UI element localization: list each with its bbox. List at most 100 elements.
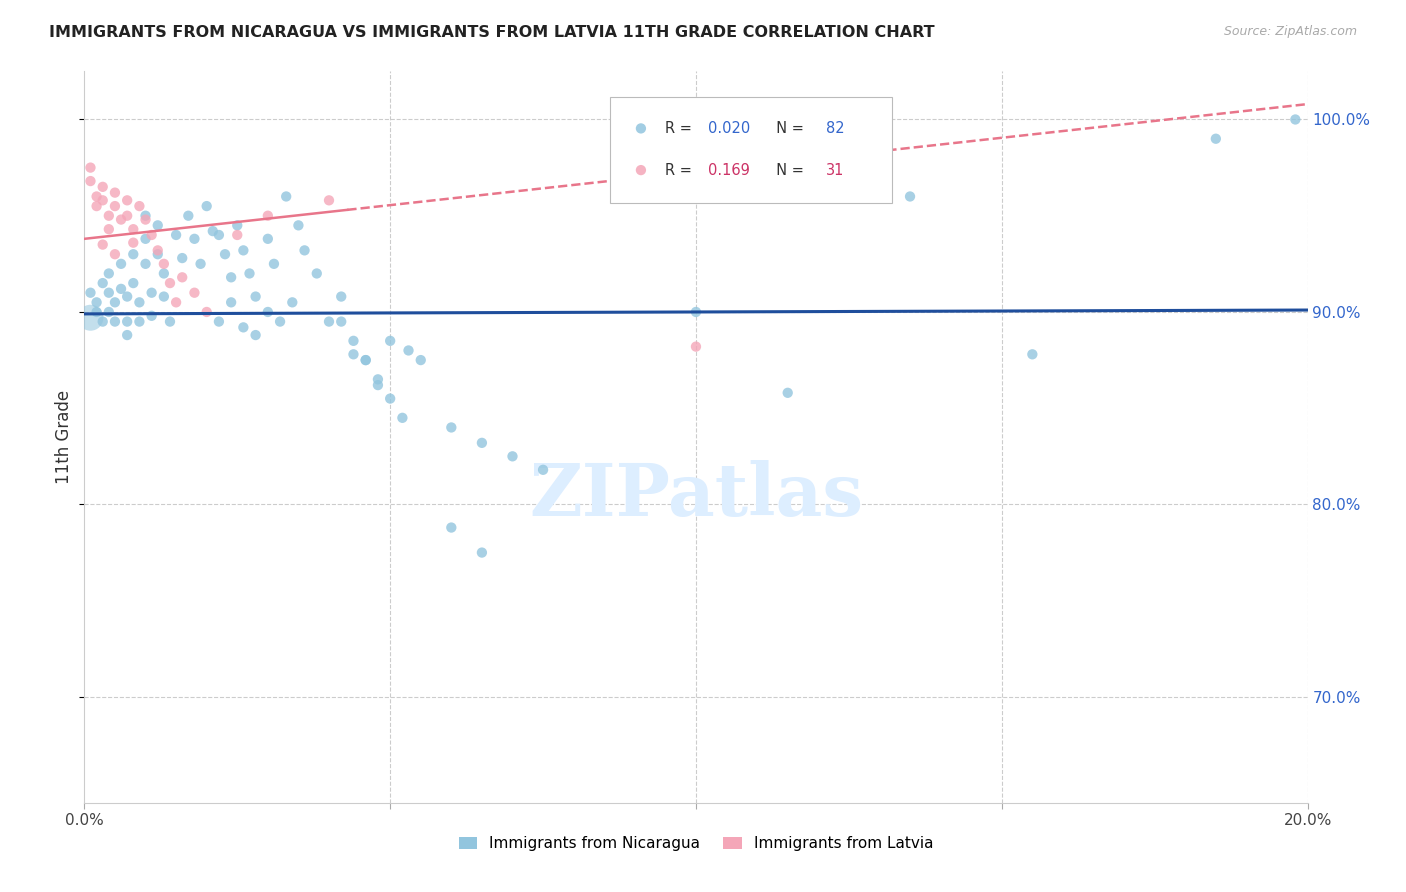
Point xyxy=(146,244,169,258)
Point xyxy=(245,289,267,303)
Point xyxy=(195,199,218,213)
Point xyxy=(305,267,328,281)
Point xyxy=(380,392,402,406)
Point xyxy=(153,257,176,271)
Text: ZIPatlas: ZIPatlas xyxy=(529,460,863,531)
Point xyxy=(104,199,127,213)
Point xyxy=(208,227,231,242)
Point xyxy=(146,247,169,261)
Point xyxy=(183,285,205,300)
Text: 82: 82 xyxy=(825,121,844,136)
Point xyxy=(1021,347,1043,361)
Point xyxy=(79,285,101,300)
Point xyxy=(354,353,377,368)
Point xyxy=(141,285,163,300)
Point xyxy=(122,276,145,290)
Point xyxy=(97,285,120,300)
Point xyxy=(128,315,150,329)
Point xyxy=(104,315,127,329)
Point xyxy=(318,315,340,329)
Point xyxy=(342,347,364,361)
Point xyxy=(342,334,364,348)
Point xyxy=(391,410,413,425)
Point xyxy=(367,372,389,386)
Point xyxy=(165,227,187,242)
Point xyxy=(110,212,132,227)
Point xyxy=(110,257,132,271)
Point xyxy=(86,199,108,213)
Point xyxy=(153,267,176,281)
Point xyxy=(330,289,353,303)
Point xyxy=(354,353,377,368)
Point xyxy=(232,320,254,334)
FancyBboxPatch shape xyxy=(610,97,891,203)
Point xyxy=(97,222,120,236)
Point xyxy=(281,295,304,310)
Point xyxy=(318,194,340,208)
Point xyxy=(86,189,108,203)
Text: 0.169: 0.169 xyxy=(709,162,749,178)
Point xyxy=(135,257,157,271)
Point xyxy=(97,305,120,319)
Point xyxy=(141,227,163,242)
Point xyxy=(135,209,157,223)
Point xyxy=(159,315,181,329)
Point xyxy=(219,295,242,310)
Point xyxy=(104,295,127,310)
Point xyxy=(115,209,138,223)
Point xyxy=(287,219,309,233)
Point xyxy=(245,328,267,343)
Point xyxy=(471,545,494,559)
Point xyxy=(502,450,524,464)
Point xyxy=(153,289,176,303)
Point xyxy=(471,435,494,450)
Y-axis label: 11th Grade: 11th Grade xyxy=(55,390,73,484)
Point xyxy=(172,251,194,265)
Point xyxy=(104,186,127,200)
Point xyxy=(110,282,132,296)
Point xyxy=(115,289,138,303)
Point xyxy=(898,189,921,203)
Point xyxy=(208,315,231,329)
Point xyxy=(776,385,799,400)
Point xyxy=(91,315,114,329)
Point xyxy=(685,305,707,319)
Point xyxy=(219,270,242,285)
Point xyxy=(122,235,145,250)
Point xyxy=(294,244,316,258)
Point xyxy=(115,315,138,329)
Point xyxy=(122,247,145,261)
Point xyxy=(91,194,114,208)
Point xyxy=(226,227,249,242)
Point xyxy=(115,328,138,343)
Point xyxy=(257,305,280,319)
Point xyxy=(135,232,157,246)
Point xyxy=(146,219,169,233)
Point xyxy=(201,224,224,238)
Point xyxy=(177,209,200,223)
Point xyxy=(135,212,157,227)
Point xyxy=(172,270,194,285)
Text: R =: R = xyxy=(665,121,697,136)
Point xyxy=(269,315,291,329)
Point xyxy=(398,343,420,358)
Point xyxy=(86,295,108,310)
Point xyxy=(226,219,249,233)
Point xyxy=(91,237,114,252)
Point xyxy=(91,179,114,194)
Point xyxy=(531,463,554,477)
Point xyxy=(104,247,127,261)
Point xyxy=(276,189,298,203)
Text: R =: R = xyxy=(665,162,697,178)
Point xyxy=(238,267,260,281)
Point xyxy=(159,276,181,290)
Text: 0.020: 0.020 xyxy=(709,121,751,136)
Point xyxy=(86,305,108,319)
Point xyxy=(122,222,145,236)
Point xyxy=(183,232,205,246)
Text: N =: N = xyxy=(766,162,808,178)
Text: IMMIGRANTS FROM NICARAGUA VS IMMIGRANTS FROM LATVIA 11TH GRADE CORRELATION CHART: IMMIGRANTS FROM NICARAGUA VS IMMIGRANTS … xyxy=(49,25,935,40)
Point xyxy=(190,257,212,271)
Point xyxy=(79,161,101,175)
Point xyxy=(97,209,120,223)
